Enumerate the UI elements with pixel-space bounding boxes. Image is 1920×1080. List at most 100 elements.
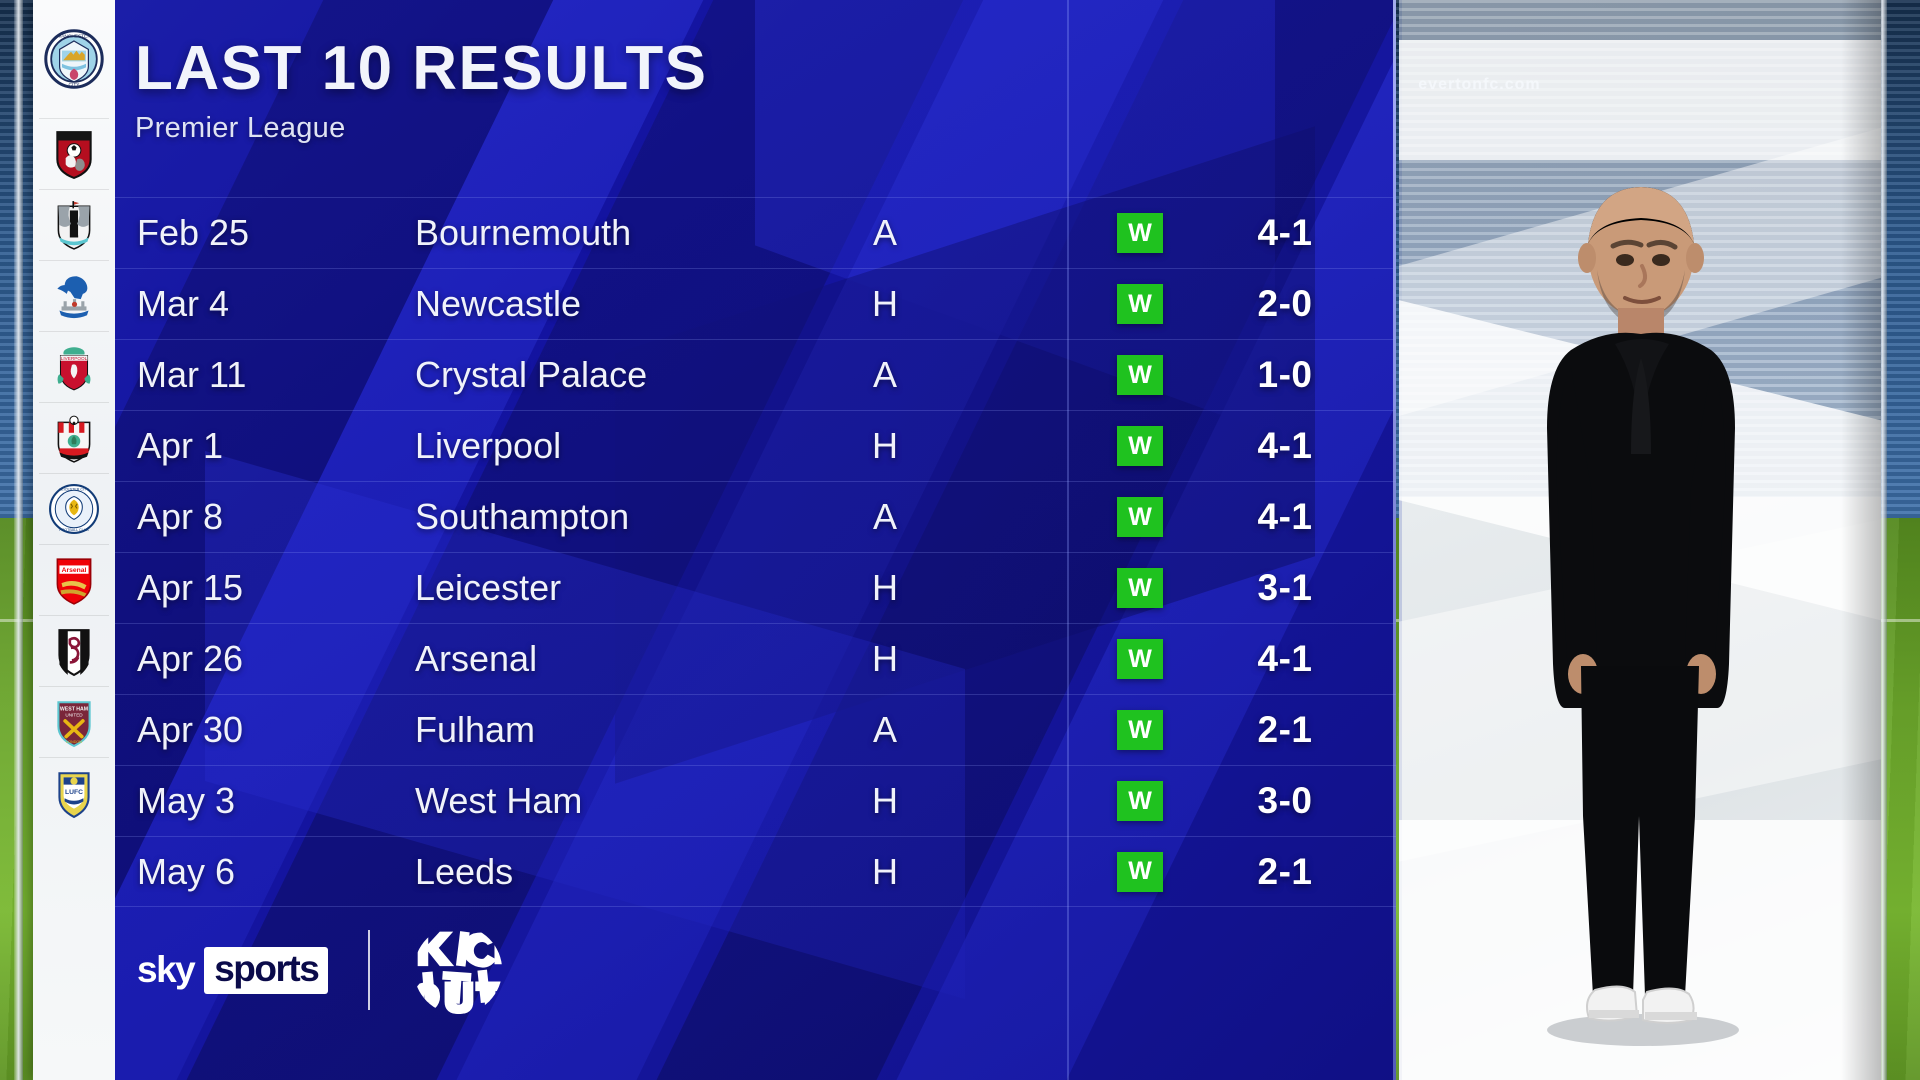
cell-result: W bbox=[1095, 497, 1185, 537]
result-badge: W bbox=[1117, 355, 1163, 395]
cell-score: 4-1 bbox=[1257, 212, 1313, 253]
cell-opponent: Southampton bbox=[415, 496, 630, 537]
crest-cell-leeds: LUFC bbox=[33, 757, 115, 828]
results-panel: LAST 10 RESULTS Premier League Feb 25 Bou… bbox=[115, 0, 1396, 1080]
page-subtitle: Premier League bbox=[135, 112, 346, 144]
logo-divider bbox=[368, 930, 371, 1010]
svg-text:LUFC: LUFC bbox=[65, 789, 83, 796]
result-badge: W bbox=[1117, 213, 1163, 253]
goal-post-right bbox=[1878, 0, 1887, 1080]
west-ham-united-crest: WEST HAM UNITED LONDON bbox=[48, 696, 100, 748]
cell-opponent: Fulham bbox=[415, 709, 536, 750]
cell-opponent: Leeds bbox=[415, 850, 514, 892]
svg-text:Arsenal: Arsenal bbox=[62, 567, 87, 574]
result-badge: W bbox=[1117, 639, 1163, 679]
logo-strip: sky sports bbox=[137, 922, 506, 1018]
svg-text:CITY: CITY bbox=[69, 82, 81, 88]
cell-opponent: Leicester bbox=[415, 567, 562, 608]
cell-venue: A bbox=[872, 212, 897, 253]
cell-venue: H bbox=[872, 638, 898, 679]
cell-date: Mar 11 bbox=[137, 354, 247, 395]
leicester-city-crest: LEICESTER CITY FOOTBALL CLUB bbox=[48, 483, 100, 535]
svg-text:FOOTBALL CLUB: FOOTBALL CLUB bbox=[59, 527, 89, 531]
table-row: Apr 1 Liverpool H W 4-1 bbox=[115, 410, 1396, 481]
table-row: Apr 30 Fulham A W 2-1 bbox=[115, 694, 1396, 765]
result-badge: W bbox=[1117, 497, 1163, 537]
crest-cell-liverpool: LIVERPOOL bbox=[33, 331, 115, 402]
panel-right-edge bbox=[1393, 0, 1396, 1080]
cell-result: W bbox=[1095, 355, 1185, 395]
cell-venue: H bbox=[872, 283, 898, 324]
crest-cell-fulham bbox=[33, 615, 115, 686]
crest-cell-southampton bbox=[33, 402, 115, 473]
manager-portrait bbox=[1475, 158, 1805, 1058]
leeds-united-crest: LUFC bbox=[48, 767, 100, 819]
panel-edge-shadow bbox=[1841, 0, 1881, 1080]
cell-result: W bbox=[1095, 213, 1185, 253]
cell-date: May 6 bbox=[137, 850, 236, 892]
arsenal-crest: Arsenal bbox=[48, 554, 100, 606]
crest-cell-crystal-palace bbox=[33, 260, 115, 331]
sky-wordmark: sky bbox=[137, 949, 196, 990]
page-title: LAST 10 RESULTS bbox=[135, 34, 708, 103]
cell-score: 3-0 bbox=[1257, 780, 1313, 821]
result-badge: W bbox=[1117, 568, 1163, 608]
manchester-city-crest: MANCHESTER CITY bbox=[44, 29, 104, 89]
cell-score: 4-1 bbox=[1257, 496, 1313, 537]
cell-venue: H bbox=[872, 567, 898, 608]
cell-result: W bbox=[1095, 568, 1185, 608]
table-row: May 6 Leeds H W 2-1 bbox=[115, 836, 1396, 907]
bournemouth-crest bbox=[48, 128, 100, 180]
cell-result: W bbox=[1095, 284, 1185, 324]
cell-venue: A bbox=[872, 496, 897, 537]
crest-cell-newcastle bbox=[33, 189, 115, 260]
crest-cell-arsenal: Arsenal bbox=[33, 544, 115, 615]
cell-opponent: Liverpool bbox=[415, 425, 562, 466]
fulham-crest bbox=[48, 625, 100, 677]
table-row: May 3 West Ham H W 3-0 bbox=[115, 765, 1396, 836]
cell-result: W bbox=[1095, 639, 1185, 679]
cell-venue: A bbox=[872, 354, 897, 395]
svg-text:WEST HAM: WEST HAM bbox=[60, 706, 88, 712]
newcastle-united-crest bbox=[48, 199, 100, 251]
cell-result: W bbox=[1095, 851, 1185, 892]
cell-score: 4-1 bbox=[1257, 638, 1313, 679]
crest-cell-bournemouth bbox=[33, 118, 115, 189]
club-crest-rail: MANCHESTER CITY bbox=[33, 0, 115, 1080]
sports-wordmark: sports bbox=[204, 946, 329, 994]
panel-header: LAST 10 RESULTS Premier League bbox=[135, 38, 708, 145]
cell-score: 2-1 bbox=[1257, 709, 1313, 750]
southampton-crest bbox=[48, 412, 100, 464]
cell-venue: A bbox=[872, 709, 897, 750]
table-row: Apr 15 Leicester H W 3-1 bbox=[115, 552, 1396, 623]
cell-date: Apr 8 bbox=[137, 496, 224, 537]
kick-it-out-logo bbox=[410, 922, 506, 1018]
result-badge: W bbox=[1117, 710, 1163, 750]
cell-score: 4-1 bbox=[1257, 425, 1313, 466]
svg-text:LIVERPOOL: LIVERPOOL bbox=[61, 356, 88, 361]
table-row: Apr 8 Southampton A W 4-1 bbox=[115, 481, 1396, 552]
manager-photo-panel: evertonfc.com bbox=[1399, 0, 1881, 1080]
results-table: Feb 25 Bournemouth A W 4-1 Mar 4 Newcastle H W 2-… bbox=[115, 197, 1396, 907]
svg-text:UNITED: UNITED bbox=[65, 712, 83, 717]
sky-sports-logo: sky sports bbox=[137, 946, 329, 994]
cell-date: May 3 bbox=[137, 780, 236, 821]
cell-opponent: Arsenal bbox=[415, 638, 538, 679]
cell-venue: H bbox=[872, 780, 898, 821]
cell-date: Mar 4 bbox=[137, 283, 230, 324]
liverpool-crest: LIVERPOOL bbox=[48, 341, 100, 393]
table-row: Feb 25 Bournemouth A W 4-1 bbox=[115, 197, 1396, 268]
svg-text:LEICESTER CITY: LEICESTER CITY bbox=[59, 487, 89, 491]
crystal-palace-crest bbox=[48, 270, 100, 322]
cell-date: Apr 1 bbox=[137, 425, 224, 466]
cell-date: Apr 15 bbox=[137, 567, 244, 608]
table-row: Mar 4 Newcastle H W 2-0 bbox=[115, 268, 1396, 339]
result-badge: W bbox=[1117, 426, 1163, 466]
photo-panel-left-edge bbox=[1399, 0, 1402, 1080]
svg-text:LONDON: LONDON bbox=[66, 739, 82, 743]
crest-cell-manchester-city: MANCHESTER CITY bbox=[33, 0, 115, 118]
chevron-overlay bbox=[1399, 40, 1881, 160]
cell-date: Apr 30 bbox=[137, 709, 244, 750]
cell-result: W bbox=[1095, 781, 1185, 821]
result-badge: W bbox=[1117, 284, 1163, 324]
